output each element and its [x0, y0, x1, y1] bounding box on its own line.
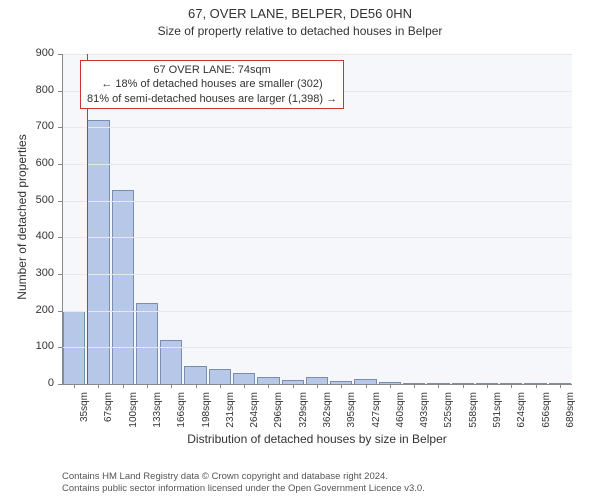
- histogram-bar: [87, 120, 109, 384]
- tick-label-x: 67sqm: [103, 392, 114, 442]
- gridline-y: [62, 274, 572, 275]
- tick-label-x: 427sqm: [371, 392, 382, 442]
- tick-label-y: 500: [24, 194, 54, 206]
- tick-label-x: 231sqm: [225, 392, 236, 442]
- histogram-bar: [233, 373, 255, 384]
- gridline-y: [62, 311, 572, 312]
- gridline-y: [62, 237, 572, 238]
- tick-label-x: 689sqm: [565, 392, 576, 442]
- gridline-y: [62, 164, 572, 165]
- tick-label-x: 264sqm: [249, 392, 260, 442]
- info-box: 67 OVER LANE: 74sqm ← 18% of detached ho…: [80, 60, 344, 109]
- tick-label-x: 525sqm: [443, 392, 454, 442]
- tick-label-y: 300: [24, 267, 54, 279]
- tick-label-x: 362sqm: [322, 392, 333, 442]
- tick-label-x: 35sqm: [79, 392, 90, 442]
- tick-label-x: 166sqm: [176, 392, 187, 442]
- tick-label-x: 493sqm: [419, 392, 430, 442]
- histogram-bar: [306, 377, 328, 384]
- histogram-bar: [184, 366, 206, 384]
- tick-label-x: 624sqm: [516, 392, 527, 442]
- gridline-y: [62, 347, 572, 348]
- tick-label-x: 296sqm: [273, 392, 284, 442]
- tick-label-x: 395sqm: [346, 392, 357, 442]
- tick-label-y: 0: [24, 377, 54, 389]
- tick-label-y: 900: [24, 47, 54, 59]
- tick-label-x: 198sqm: [201, 392, 212, 442]
- gridline-y: [62, 54, 572, 55]
- histogram-bar: [112, 190, 134, 384]
- tick-label-y: 700: [24, 120, 54, 132]
- axis-y: [62, 54, 63, 384]
- info-line-2: ← 18% of detached houses are smaller (30…: [87, 77, 337, 91]
- tick-label-y: 800: [24, 84, 54, 96]
- tick-label-y: 100: [24, 340, 54, 352]
- info-line-1: 67 OVER LANE: 74sqm: [87, 63, 337, 77]
- tick-label-x: 329sqm: [298, 392, 309, 442]
- tick-label-y: 400: [24, 230, 54, 242]
- tick-label-x: 100sqm: [128, 392, 139, 442]
- histogram-bar: [209, 369, 231, 384]
- page-title: 67, OVER LANE, BELPER, DE56 0HN: [0, 6, 600, 21]
- tick-label-x: 591sqm: [492, 392, 503, 442]
- chart-container: 67, OVER LANE, BELPER, DE56 0HN Size of …: [0, 0, 600, 500]
- tick-label-x: 656sqm: [541, 392, 552, 442]
- footer-text: Contains HM Land Registry data © Crown c…: [62, 471, 425, 494]
- y-axis-title: Number of detached properties: [15, 117, 29, 317]
- gridline-y: [62, 201, 572, 202]
- page-subtitle: Size of property relative to detached ho…: [0, 24, 600, 38]
- footer-line-1: Contains HM Land Registry data © Crown c…: [62, 471, 425, 482]
- gridline-y: [62, 127, 572, 128]
- tick-label-x: 558sqm: [468, 392, 479, 442]
- histogram-bar: [257, 377, 279, 384]
- tick-label-y: 200: [24, 304, 54, 316]
- axis-x: [62, 384, 572, 385]
- tick-label-y: 600: [24, 157, 54, 169]
- tick-label-x: 460sqm: [395, 392, 406, 442]
- footer-line-2: Contains public sector information licen…: [62, 483, 425, 494]
- tick-label-x: 133sqm: [152, 392, 163, 442]
- histogram-bar: [136, 303, 158, 384]
- info-line-3: 81% of semi-detached houses are larger (…: [87, 92, 337, 106]
